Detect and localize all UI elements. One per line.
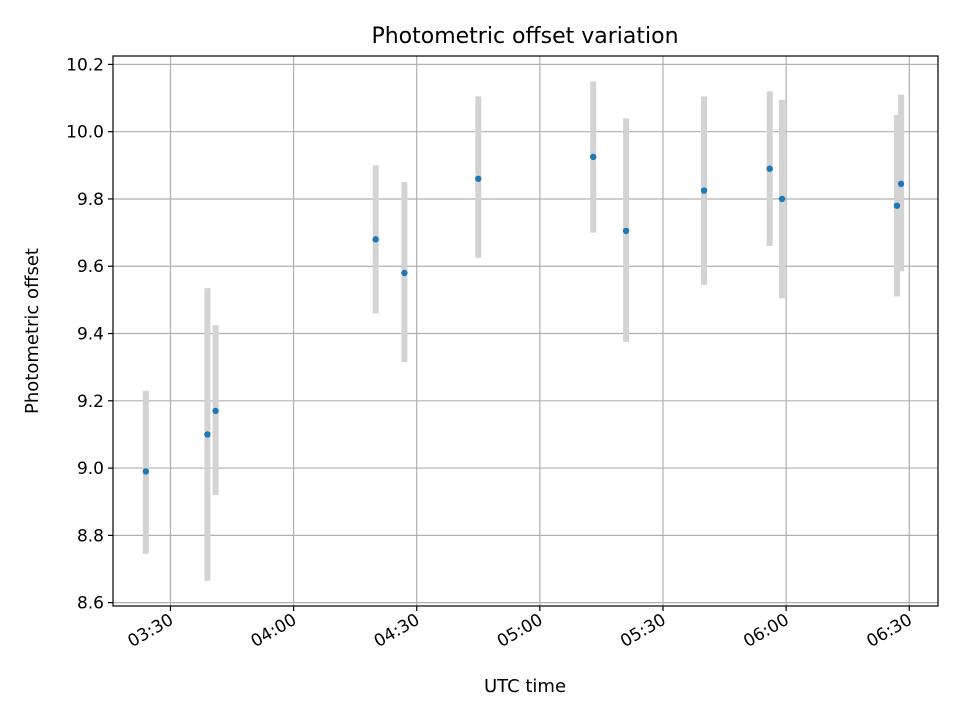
x-tick-label: 04:30	[371, 610, 423, 652]
data-point	[766, 165, 773, 172]
data-point	[401, 269, 408, 277]
data-point	[700, 187, 708, 194]
y-tick-label: 9.0	[77, 459, 104, 479]
data-point	[372, 236, 379, 243]
data-point	[622, 227, 630, 235]
x-tick-label: 06:30	[863, 610, 915, 652]
data-point	[212, 407, 219, 415]
error-bars	[142, 81, 905, 581]
data-point	[590, 153, 597, 161]
data-point	[893, 202, 901, 209]
x-axis-label: UTC time	[484, 676, 566, 697]
y-tick-label: 8.8	[77, 526, 104, 546]
x-tick-label: 03:30	[125, 610, 177, 652]
data-point	[778, 195, 786, 203]
data-point	[897, 180, 905, 188]
data-point	[142, 468, 150, 475]
chart-title: Photometric offset variation	[371, 24, 678, 49]
x-tick-label: 04:00	[248, 610, 300, 652]
x-tick-label: 05:00	[494, 610, 546, 652]
data-point	[204, 431, 211, 438]
y-tick-label: 9.2	[77, 392, 104, 412]
y-tick-label: 10.0	[66, 123, 104, 143]
y-tick-label: 8.6	[77, 594, 104, 614]
y-tick-label: 9.4	[77, 325, 104, 345]
data-point	[475, 175, 482, 182]
y-tick-label: 10.2	[66, 55, 104, 75]
axis-ticks: 03:30 04:00 04:30 05:00 05:30 06:00 06:30 8.6 8.…	[66, 55, 916, 651]
plot-frame	[112, 55, 939, 607]
y-tick-label: 9.6	[77, 257, 104, 277]
data-points	[142, 153, 905, 475]
x-tick-label: 05:30	[617, 610, 669, 652]
grid-lines	[113, 56, 938, 606]
y-axis-label: Photometric offset	[22, 248, 43, 414]
x-tick-label: 06:00	[740, 610, 792, 652]
y-tick-label: 9.8	[77, 190, 104, 210]
